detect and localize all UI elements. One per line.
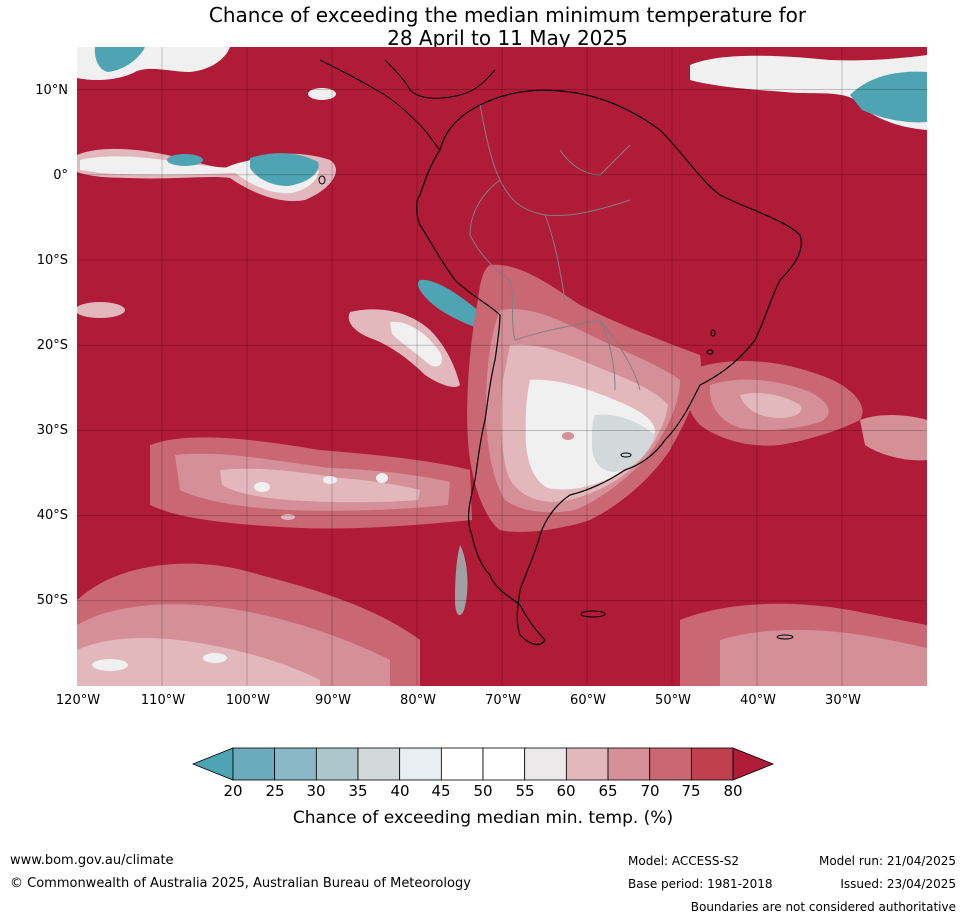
lon-label-40w: 40°W xyxy=(740,693,776,708)
lon-label-80w: 80°W xyxy=(400,693,436,708)
footer-issued: Issued: 23/04/2025 xyxy=(840,877,956,891)
footer-copyright: © Commonwealth of Australia 2025, Austra… xyxy=(10,876,471,891)
colorbar-tick-45: 45 xyxy=(431,782,451,800)
footer-url: www.bom.gov.au/climate xyxy=(10,853,174,868)
lon-label-90w: 90°W xyxy=(315,693,351,708)
lat-label-10s: 10°S xyxy=(36,253,68,268)
islands xyxy=(318,175,794,640)
lon-label-110w: 110°W xyxy=(140,693,186,708)
footer-disclaimer: Boundaries are not considered authoritat… xyxy=(690,900,956,914)
colorbar-tick-55: 55 xyxy=(515,782,535,800)
north-atlantic-low-patch xyxy=(690,55,927,130)
lon-label-30w: 30°W xyxy=(825,693,861,708)
colorbar-segment xyxy=(524,747,567,781)
colorbar-tick-70: 70 xyxy=(640,782,660,800)
colorbar-tick-35: 35 xyxy=(348,782,368,800)
colorbar-arrow-high xyxy=(732,747,775,781)
colorbar-segment xyxy=(357,747,401,781)
south-america-coastline xyxy=(416,89,802,646)
colorbar-segment xyxy=(440,747,484,781)
colorbar-tick-65: 65 xyxy=(598,782,618,800)
southern-cone-mixed-region xyxy=(467,264,701,532)
colorbar-segment xyxy=(690,747,734,781)
colorbar-segment xyxy=(607,747,651,781)
south-pacific-mixed-region xyxy=(150,437,472,529)
lat-label-20s: 20°S xyxy=(36,338,68,353)
colorbar xyxy=(191,747,775,781)
lon-label-120w: 120°W xyxy=(55,693,101,708)
country-borders xyxy=(469,104,641,391)
lat-label-30s: 30°S xyxy=(36,423,68,438)
footer-model: Model: ACCESS-S2 xyxy=(628,854,740,868)
title-line-1: Chance of exceeding the median minimum t… xyxy=(208,3,807,27)
lat-label-50s: 50°S xyxy=(36,593,68,608)
footer-base-period: Base period: 1981-2018 xyxy=(628,877,773,891)
colorbar-tick-50: 50 xyxy=(473,782,493,800)
lon-label-50w: 50°W xyxy=(655,693,691,708)
lon-label-70w: 70°W xyxy=(485,693,521,708)
colorbar-segment xyxy=(565,747,609,781)
colorbar-tick-75: 75 xyxy=(681,782,701,800)
colorbar-segment xyxy=(274,747,317,781)
lon-label-100w: 100°W xyxy=(225,693,271,708)
peru-coast-low-patch xyxy=(348,279,487,387)
colorbar-segment xyxy=(232,747,276,781)
colorbar-segment xyxy=(315,747,359,781)
central-pacific-patch xyxy=(77,302,125,318)
north-pacific-low-patch xyxy=(77,47,336,100)
colorbar-tick-40: 40 xyxy=(390,782,410,800)
lat-label-10n: 10°N xyxy=(35,83,68,98)
colorbar-tick-60: 60 xyxy=(556,782,576,800)
lat-label-40s: 40°S xyxy=(36,508,68,523)
title-line-2: 28 April to 11 May 2025 xyxy=(387,26,628,50)
chile-grey-coast xyxy=(455,545,468,616)
footer-model-run: Model run: 21/04/2025 xyxy=(818,854,956,868)
colorbar-tick-20: 20 xyxy=(223,782,243,800)
colorbar-segment xyxy=(649,747,692,781)
equatorial-pacific-neutral-band xyxy=(77,148,336,202)
colorbar-tick-30: 30 xyxy=(306,782,326,800)
colorbar-tick-25: 25 xyxy=(265,782,285,800)
colorbar-tick-80: 80 xyxy=(723,782,743,800)
map-title: Chance of exceeding the median minimum t… xyxy=(0,4,965,50)
colorbar-label: Chance of exceeding median min. temp. (%… xyxy=(292,808,674,828)
lat-label-0: 0° xyxy=(53,168,68,183)
far-south-pacific-mixed-region xyxy=(77,563,927,686)
south-atlantic-mixed-region xyxy=(685,360,927,461)
colorbar-segment xyxy=(482,747,526,781)
central-america-coastline xyxy=(319,59,496,151)
graticule xyxy=(77,47,927,686)
colorbar-segment xyxy=(399,747,442,781)
colorbar-arrow-low xyxy=(191,747,234,781)
lon-label-60w: 60°W xyxy=(570,693,606,708)
